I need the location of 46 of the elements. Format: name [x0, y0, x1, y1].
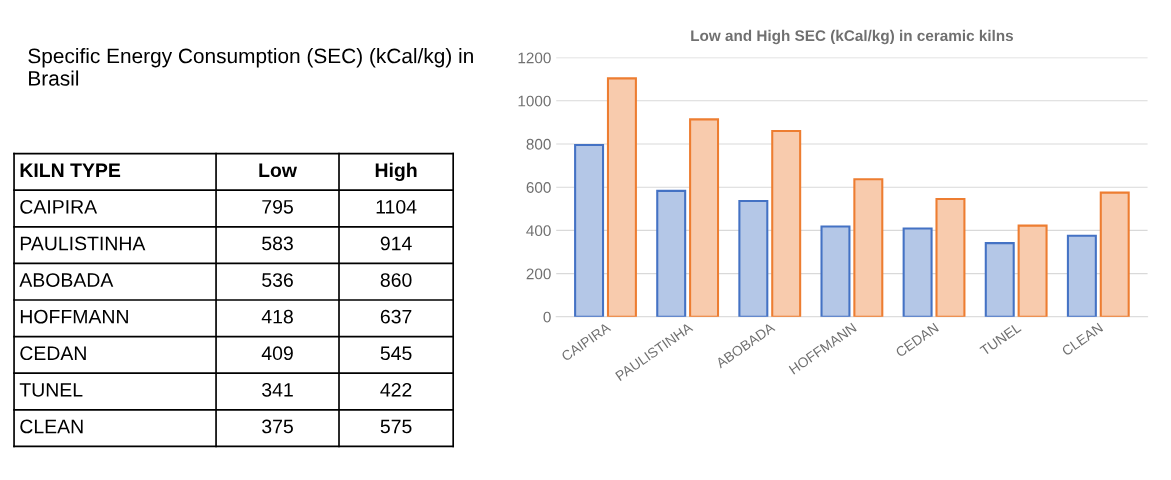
bar: [1066, 234, 1097, 317]
category-label: TUNEL: [19, 383, 83, 397]
y-tick-label: 600: [526, 182, 551, 193]
data-label: 545: [380, 346, 412, 361]
data-label: 860: [380, 273, 412, 287]
category-label: ABOBADA: [19, 273, 114, 287]
bar: [574, 144, 605, 317]
y-tick-label: 1200: [518, 52, 551, 64]
bar: [902, 227, 933, 317]
bar: [1017, 224, 1048, 317]
bar: [606, 77, 637, 317]
data-label: 583: [262, 236, 293, 251]
data-label: 637: [380, 309, 412, 324]
bar: [738, 199, 769, 317]
y-tick-label: 1000: [518, 95, 551, 107]
text: High: [375, 162, 417, 182]
bar: [656, 189, 687, 317]
data-label: 914: [380, 236, 412, 251]
chart-title: Low and High SEC (kCal/kg) in ceramic kilns: [691, 29, 1014, 45]
data-label: 795: [262, 199, 293, 214]
data-label: 575: [380, 419, 412, 434]
y-tick-label: 0: [543, 311, 551, 323]
data-label: 1104: [376, 199, 417, 214]
y-tick-label: 800: [526, 138, 551, 150]
category-label: HOFFMANN: [20, 309, 128, 324]
bar: [1099, 191, 1130, 317]
data-label: 418: [261, 309, 293, 324]
text: Low: [259, 163, 298, 178]
data-label: 422: [380, 382, 412, 397]
bar: [771, 130, 802, 317]
category-label: PAULISTINHA: [20, 236, 146, 251]
data-label: 409: [261, 346, 293, 361]
data-label: 536: [262, 273, 293, 287]
text: Specific Energy Consumption (SEC) (kCal/kg) in Brasil: [28, 48, 473, 86]
category-label: CLEAN: [20, 419, 83, 434]
y-tick-label: 400: [526, 225, 551, 237]
bar: [984, 242, 1015, 317]
data-label: 375: [262, 419, 293, 434]
bar: [935, 198, 966, 317]
category-label: CAIPIRA: [20, 199, 98, 214]
bar: [853, 178, 884, 317]
bar: [689, 118, 720, 317]
text: KILN TYPE: [20, 163, 121, 177]
data-label: 341: [262, 382, 293, 397]
bar: [820, 225, 851, 317]
y-tick-label: 200: [526, 268, 551, 280]
